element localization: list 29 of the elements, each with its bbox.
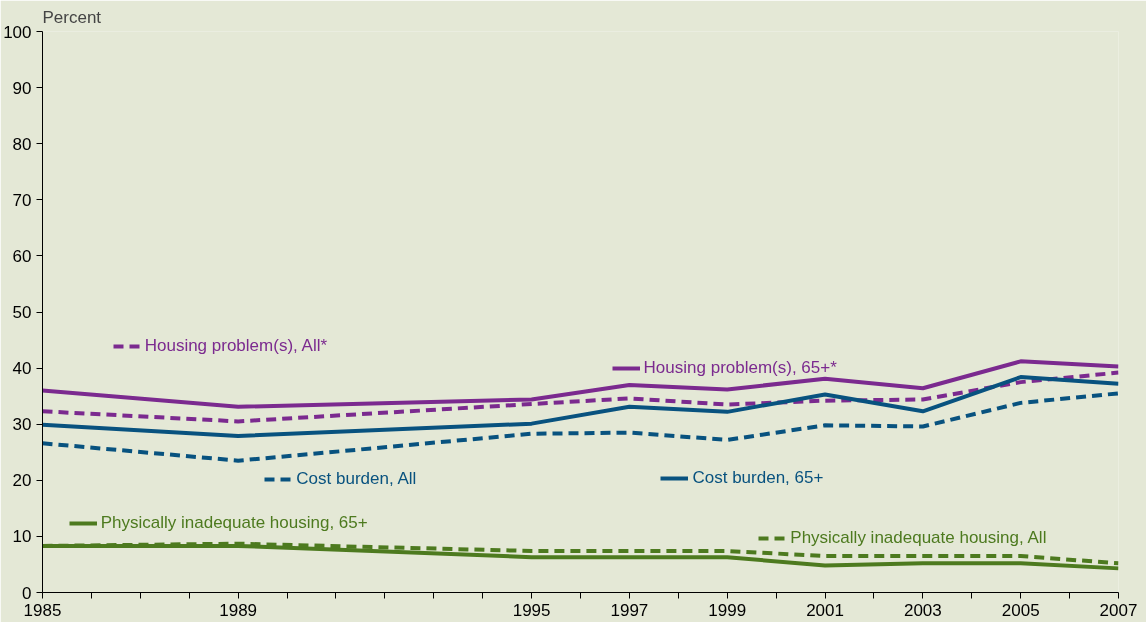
legend-label: Housing problem(s), 65+* (643, 357, 837, 378)
y-tick-label: 60 (12, 246, 32, 266)
y-tick-label: 30 (12, 415, 32, 435)
y-tick-label: 40 (12, 359, 32, 379)
x-tick-label: 1985 (23, 600, 62, 620)
y-tick-label: 80 (12, 134, 32, 154)
legend-label: Housing problem(s), All* (144, 335, 328, 356)
x-tick-label: 2005 (1001, 600, 1040, 620)
line-series (42, 391, 1119, 463)
y-tick-label: 20 (12, 471, 32, 491)
y-axis-title: Percent (42, 7, 102, 27)
y-tick-label: 100 (3, 22, 32, 42)
y-tick-label: 0 (22, 583, 32, 603)
y-tick-label: 70 (12, 190, 32, 210)
y-tick-label: 90 (12, 78, 32, 98)
x-tick-label: 2007 (1099, 600, 1138, 620)
line-series (42, 375, 1119, 438)
legend-label: Physically inadequate housing, 65+ (100, 512, 368, 533)
x-tick-label: 2001 (806, 600, 844, 620)
y-tick-label: 50 (12, 303, 32, 322)
x-tick-label: 1997 (610, 600, 649, 620)
x-tick-label: 1995 (512, 600, 551, 620)
y-tick-label: 10 (12, 527, 32, 547)
x-tick-label: 1999 (708, 600, 747, 620)
legend-label: Physically inadequate housing, All (790, 527, 1047, 548)
legend-label: Cost burden, All (296, 469, 417, 490)
x-tick-label: 2003 (903, 600, 942, 620)
legend-label: Cost burden, 65+ (692, 468, 824, 489)
x-tick-label: 1989 (219, 600, 258, 620)
